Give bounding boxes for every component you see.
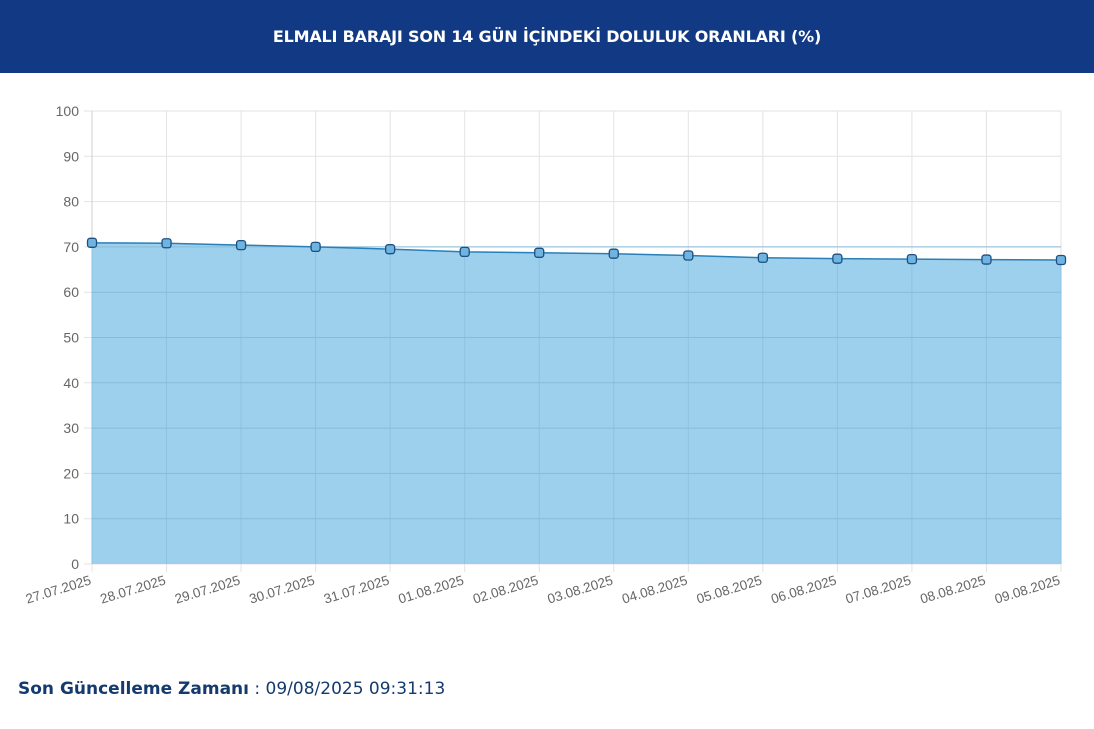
chart-title-bar: ELMALI BARAJI SON 14 GÜN İÇİNDEKİ DOLULU… [0,0,1094,73]
data-point-marker [310,241,321,253]
x-tick-label: 01.08.2025 [397,573,466,607]
y-tick-label: 80 [63,194,79,210]
x-tick-label: 08.08.2025 [918,573,987,607]
data-point-marker [981,254,992,265]
data-point-marker [235,239,247,251]
area-fill [92,242,1061,564]
series-line [91,242,1062,261]
last-update-label: Son Güncelleme Zamanı [18,679,249,699]
y-tick-label: 90 [63,148,79,164]
area-chart: 0 10 20 30 40 50 60 70 80 90 100 27.07.2025 28.07.20… [24,103,1067,607]
data-point-marker [86,237,98,248]
x-tick-label: 04.08.2025 [620,573,689,607]
data-point-marker [459,246,470,258]
y-tick-label: 50 [63,330,79,346]
data-point-marker [385,244,396,255]
x-tick-label: 30.07.2025 [247,573,316,607]
x-tick-label: 28.07.2025 [98,573,167,607]
data-point-marker [608,248,619,259]
x-tick-label: 02.08.2025 [471,573,540,607]
y-tick-label: 0 [71,556,79,572]
y-tick-label: 60 [63,284,79,300]
y-tick-label: 40 [63,375,79,391]
x-tick-label: 07.08.2025 [844,573,913,607]
data-point-marker [534,247,545,258]
x-tick-label: 03.08.2025 [546,573,615,607]
x-tick-label: 09.08.2025 [993,573,1062,607]
last-update-value: 09/08/2025 09:31:13 [265,679,446,699]
data-point-marker [683,250,694,261]
x-tick-label: 31.07.2025 [322,573,391,607]
x-tick-label: 06.08.2025 [769,573,838,607]
x-tick-label: 27.07.2025 [24,573,93,607]
x-tick-label: 29.07.2025 [173,573,242,607]
y-tick-label: 10 [63,511,79,527]
last-update: Son Güncelleme Zamanı : 09/08/2025 09:31… [18,679,445,699]
data-point-marker [832,253,843,264]
y-tick-label: 20 [63,465,79,481]
x-tick-label: 05.08.2025 [695,573,764,607]
y-tick-label: 70 [63,239,79,255]
data-point-marker [1055,254,1067,266]
data-point-marker [906,253,918,265]
y-tick-label: 30 [63,420,79,436]
last-update-separator: : [248,679,266,699]
chart-title: ELMALI BARAJI SON 14 GÜN İÇİNDEKİ DOLULU… [272,27,822,46]
data-point-marker [757,252,768,263]
data-point-marker [161,238,172,249]
chart-container: 0 10 20 30 40 50 60 70 80 90 100 27.07.2025 28.07.20… [0,73,1094,653]
y-tick-label: 100 [56,103,80,119]
